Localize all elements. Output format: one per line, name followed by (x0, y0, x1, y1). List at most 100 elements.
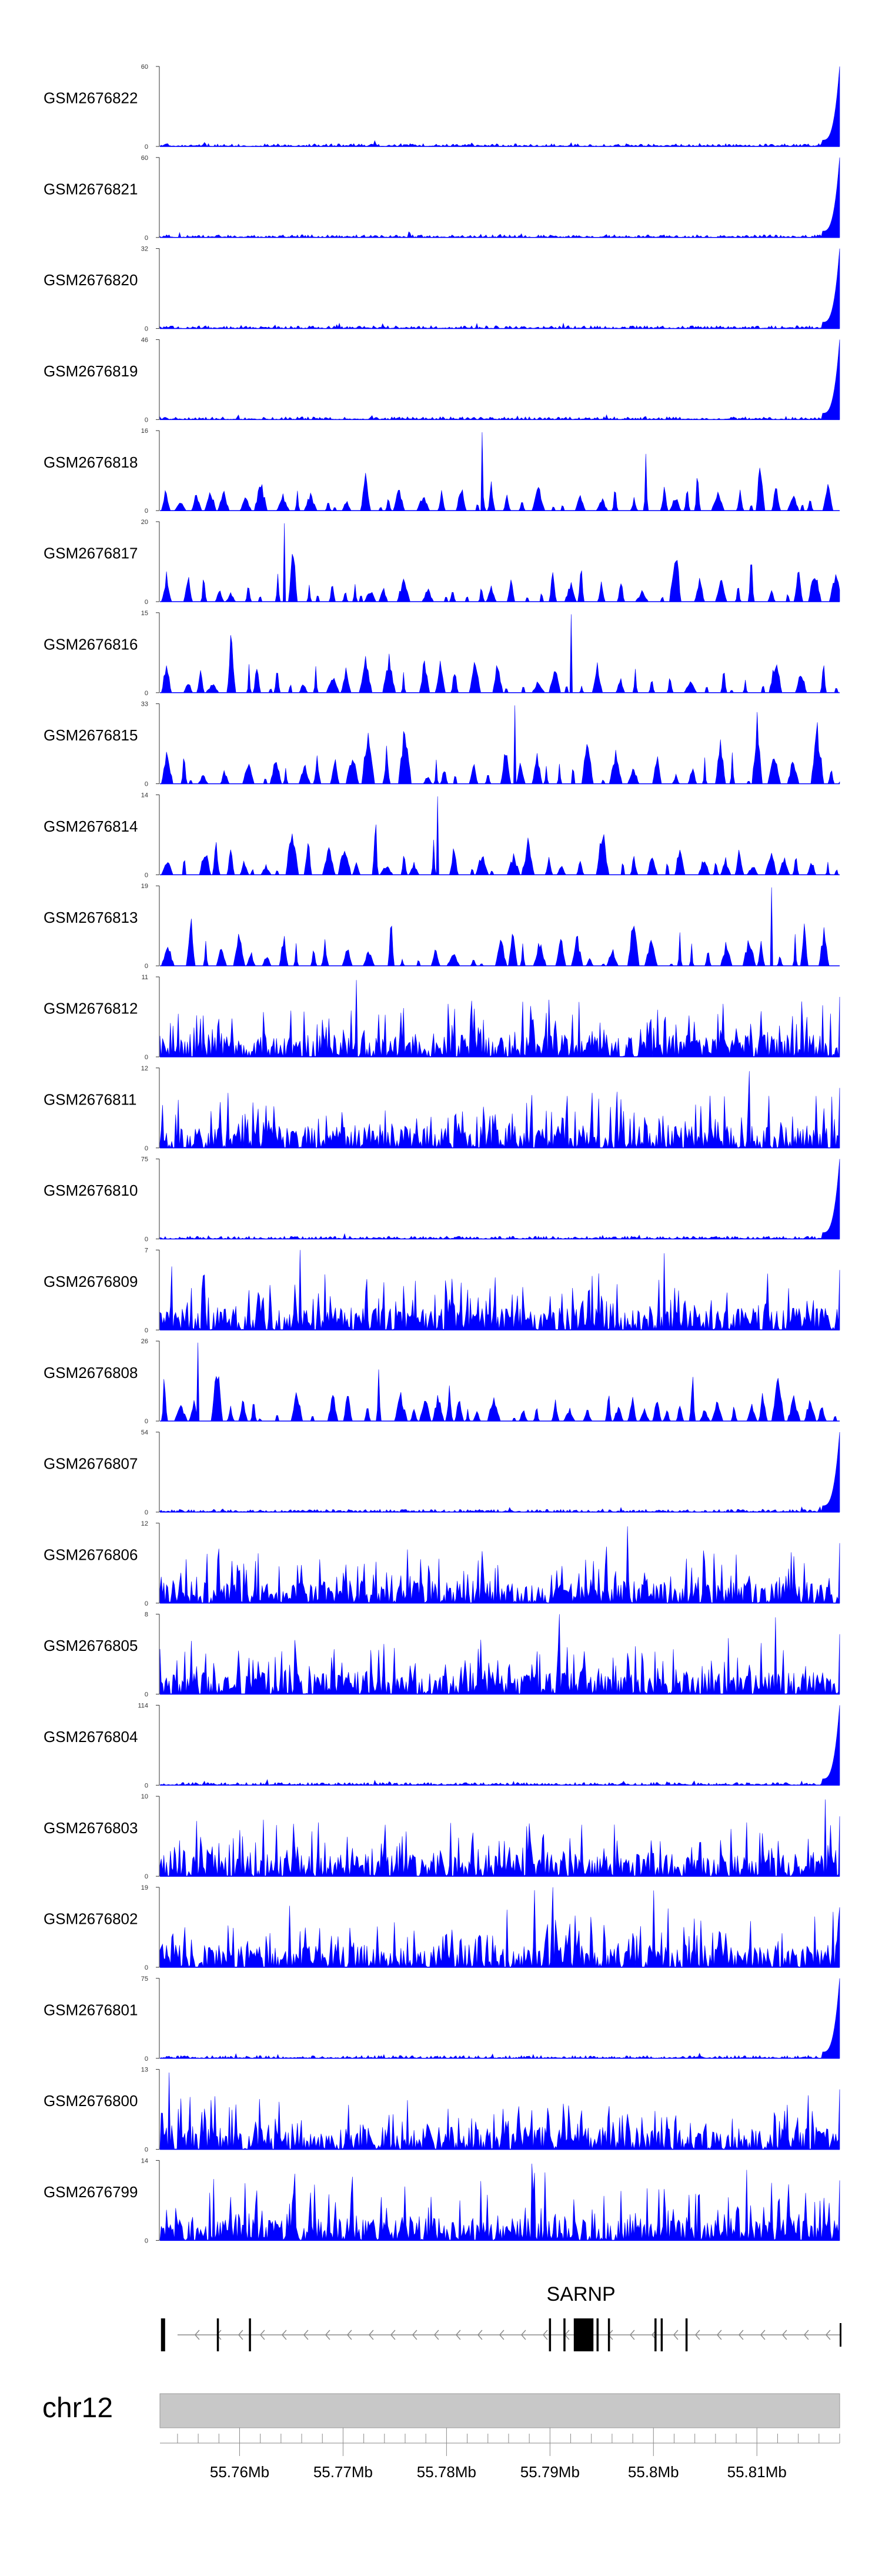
strand-chevron-icon (412, 2330, 417, 2340)
coverage-area (160, 705, 840, 784)
track-label: GSM2676815 (44, 726, 138, 744)
track-GSM2676820: GSM2676820 32 0 (44, 246, 840, 333)
y-min-label: 0 (145, 1873, 148, 1880)
y-max-label: 8 (145, 1611, 148, 1619)
track-GSM2676816: GSM2676816 15 0 (44, 610, 840, 697)
coverage-area (159, 1614, 840, 1695)
axis-tick-label: 55.76Mb (210, 2463, 269, 2481)
y-max-label: 10 (141, 1793, 148, 1800)
track-label: GSM2676818 (44, 453, 138, 471)
exon (654, 2318, 657, 2351)
track-label: GSM2676802 (44, 1910, 138, 1928)
y-max-label: 60 (141, 64, 148, 71)
coverage-area (159, 248, 840, 329)
track-label: GSM2676816 (44, 635, 138, 653)
strand-chevron-icon (259, 2330, 265, 2340)
coverage-area (159, 980, 840, 1057)
y-min-label: 0 (145, 144, 148, 151)
axis-tick-label: 55.81Mb (727, 2463, 787, 2481)
track-GSM2676808: GSM2676808 26 0 (44, 1338, 840, 1425)
y-max-label: 12 (141, 1065, 148, 1072)
y-max-label: 19 (141, 883, 148, 890)
exon (216, 2318, 219, 2351)
y-max-label: 60 (141, 155, 148, 162)
coverage-area (159, 1250, 840, 1330)
strand-chevron-icon (368, 2330, 374, 2340)
axis-tick-label: 55.77Mb (313, 2463, 373, 2481)
track-label: GSM2676820 (44, 271, 138, 289)
strand-chevron-icon (390, 2330, 396, 2340)
coverage-area (159, 1526, 840, 1604)
y-max-label: 32 (141, 246, 148, 253)
coverage-area (159, 1705, 840, 1786)
strand-chevron-icon (281, 2330, 287, 2340)
coverage-area (159, 339, 840, 420)
exon (596, 2318, 599, 2351)
y-max-label: 16 (141, 428, 148, 435)
strand-chevron-icon (455, 2330, 461, 2340)
track-label: GSM2676811 (44, 1090, 137, 1108)
track-label: GSM2676821 (44, 180, 138, 198)
track-GSM2676811: GSM2676811 12 0 (44, 1065, 840, 1152)
y-min-label: 0 (145, 235, 148, 242)
strand-chevron-icon (325, 2330, 330, 2340)
y-min-label: 0 (145, 508, 148, 515)
coverage-area (160, 523, 840, 602)
strand-chevron-icon (520, 2330, 526, 2340)
coverage-area (159, 1071, 840, 1149)
coverage-area (160, 432, 840, 511)
strand-chevron-icon (781, 2330, 787, 2340)
track-GSM2676806: GSM2676806 12 0 (44, 1520, 840, 1607)
y-min-label: 0 (145, 1236, 148, 1243)
track-label: GSM2676799 (44, 2183, 138, 2201)
y-max-label: 13 (141, 2067, 148, 2074)
y-min-label: 0 (145, 1600, 148, 1607)
track-label: GSM2676800 (44, 2092, 138, 2110)
track-GSM2676818: GSM2676818 16 0 (44, 428, 840, 515)
coverage-area (159, 2163, 840, 2241)
coverage-area (159, 1887, 840, 1968)
coverage-area (159, 1978, 840, 2059)
coverage-area (160, 614, 840, 693)
axis-tick-label: 55.8Mb (628, 2463, 679, 2481)
y-min-label: 0 (145, 1054, 148, 1061)
y-max-label: 54 (141, 1429, 148, 1436)
track-GSM2676815: GSM2676815 33 0 (44, 701, 840, 788)
track-GSM2676805: GSM2676805 8 0 (44, 1611, 840, 1699)
y-min-label: 0 (145, 963, 148, 970)
track-GSM2676807: GSM2676807 54 0 (44, 1429, 840, 1516)
track-label: GSM2676812 (44, 1000, 138, 1017)
coverage-area (159, 66, 840, 147)
y-min-label: 0 (145, 1782, 148, 1789)
track-label: GSM2676801 (44, 2001, 138, 2018)
y-max-label: 7 (145, 1247, 148, 1254)
track-label: GSM2676814 (44, 817, 138, 835)
track-GSM2676804: GSM2676804 114 0 (44, 1702, 840, 1789)
track-label: GSM2676806 (44, 1546, 138, 1563)
y-min-label: 0 (145, 1509, 148, 1516)
exon (563, 2318, 566, 2351)
chromosome-label: chr12 (42, 2393, 113, 2424)
track-label: GSM2676805 (44, 1637, 138, 1654)
exon (549, 2318, 552, 2351)
track-label: GSM2676817 (44, 545, 138, 562)
chromosome-axis-track: chr12 55.76Mb 55.77Mb 55.78Mb 55.79Mb 55.8Mb 5… (42, 2393, 840, 2481)
y-max-label: 15 (141, 610, 148, 617)
y-max-label: 14 (141, 792, 148, 799)
strand-chevron-icon (499, 2330, 505, 2340)
strand-chevron-icon (825, 2330, 831, 2340)
coverage-area (160, 1342, 840, 1422)
strand-chevron-icon (716, 2330, 722, 2340)
y-max-label: 46 (141, 336, 148, 343)
coverage-area (159, 1159, 840, 1240)
strand-chevron-icon (803, 2330, 809, 2340)
track-GSM2676802: GSM2676802 19 0 (44, 1884, 840, 1971)
track-label: GSM2676810 (44, 1182, 138, 1199)
track-GSM2676809: GSM2676809 7 0 (44, 1247, 840, 1334)
y-max-label: 75 (141, 1976, 148, 1983)
track-label: GSM2676819 (44, 362, 138, 380)
exon (685, 2318, 688, 2351)
track-GSM2676819: GSM2676819 46 0 (44, 336, 840, 423)
y-max-label: 26 (141, 1338, 148, 1345)
